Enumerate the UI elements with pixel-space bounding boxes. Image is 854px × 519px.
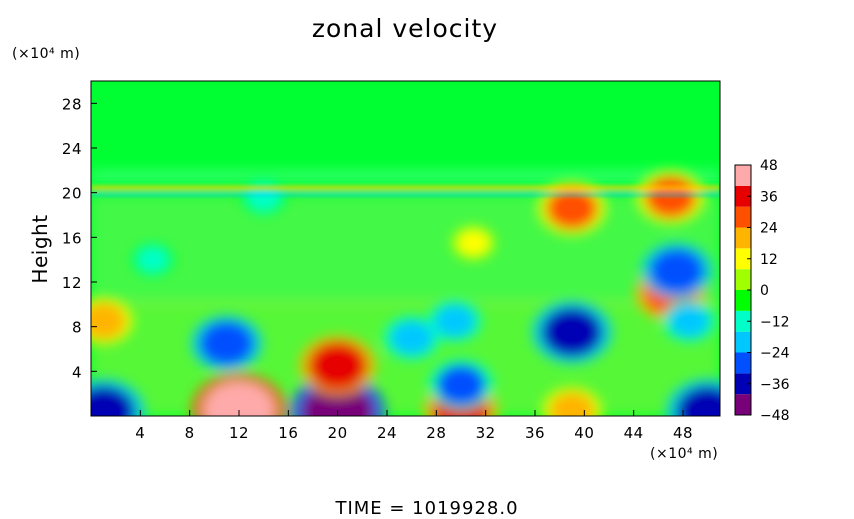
colorbar-segment [735,352,751,374]
x-tick-label: 8 [185,424,195,442]
field-feature [436,365,486,405]
colorbar-tick-label: −36 [760,377,790,393]
x-tick-label: 12 [229,424,249,442]
colorbar-tick-label: 0 [760,283,769,299]
plot-frame [90,80,721,417]
colorbar-tick-label: 12 [760,252,778,268]
colorbar-segment [735,206,751,228]
x-tick-label: 4 [135,424,145,442]
time-stamp: TIME = 1019928.0 [335,498,519,519]
colorbar-tick-label: −24 [760,346,790,362]
colorbar-segment [735,248,751,270]
y-tick-label: 20 [62,185,82,203]
y-tick-label: 28 [62,95,82,113]
colorbar-segment [735,269,751,290]
x-tick-label: 20 [328,424,348,442]
colorbar-tick-label: 24 [760,221,778,237]
colorbar-tick-label: −48 [760,408,790,424]
field-feature [203,381,275,416]
field-feature [200,321,254,365]
x-tick-label: 28 [426,424,446,442]
x-tick-label: 36 [525,424,545,442]
y-tick-label: 4 [72,363,82,381]
y-tick-label: 12 [62,274,82,292]
chart-title: zonal velocity [311,14,499,43]
colorbar-segment [735,227,751,249]
y-axis-unit-label: (×10⁴ m) [12,46,81,62]
x-tick-label: 32 [476,424,496,442]
colorbar-segment [735,394,751,415]
colorbar-tick-label: 36 [760,189,778,205]
colorbar: 48 36 24 12 0 −12 −24 −36 −48 [734,158,790,424]
colorbar-segment [735,185,751,207]
x-tick-label: 40 [574,424,594,442]
y-tick-label: 24 [62,140,82,158]
field-feature [669,304,710,338]
colorbar-segment [735,165,751,186]
field-feature [390,320,433,355]
colorbar-tick-label: 48 [760,158,778,174]
field-feature [456,229,490,257]
y-tick-label: 8 [72,319,82,337]
field-feature [546,187,598,229]
field-feature [650,249,704,293]
x-tick-label: 16 [278,424,298,442]
colorbar-segment [735,331,751,353]
field-feature [434,304,475,338]
x-axis: 4 8 12 16 20 24 28 32 36 40 44 48 [135,410,693,442]
field-feature [645,176,697,218]
x-tick-label: 44 [624,424,644,442]
x-axis-unit-label: (×10⁴ m) [650,446,719,462]
field-feature [91,303,126,339]
x-tick-label: 48 [673,424,693,442]
y-axis-label: Height [28,214,52,284]
field-feature [542,308,602,357]
velocity-field [91,170,720,416]
field-feature [676,386,720,416]
colorbar-tick-label: −12 [760,314,790,330]
y-axis: 4 8 12 16 20 24 28 [62,95,97,381]
colorbar-segment [735,373,751,395]
y-tick-label: 16 [62,229,82,247]
colorbar-segment [735,290,751,311]
x-tick-label: 24 [377,424,397,442]
colorbar-segment [735,310,751,332]
field-feature [136,246,170,274]
field-feature [549,392,595,416]
field-feature [91,386,135,416]
field-feature [308,342,367,390]
